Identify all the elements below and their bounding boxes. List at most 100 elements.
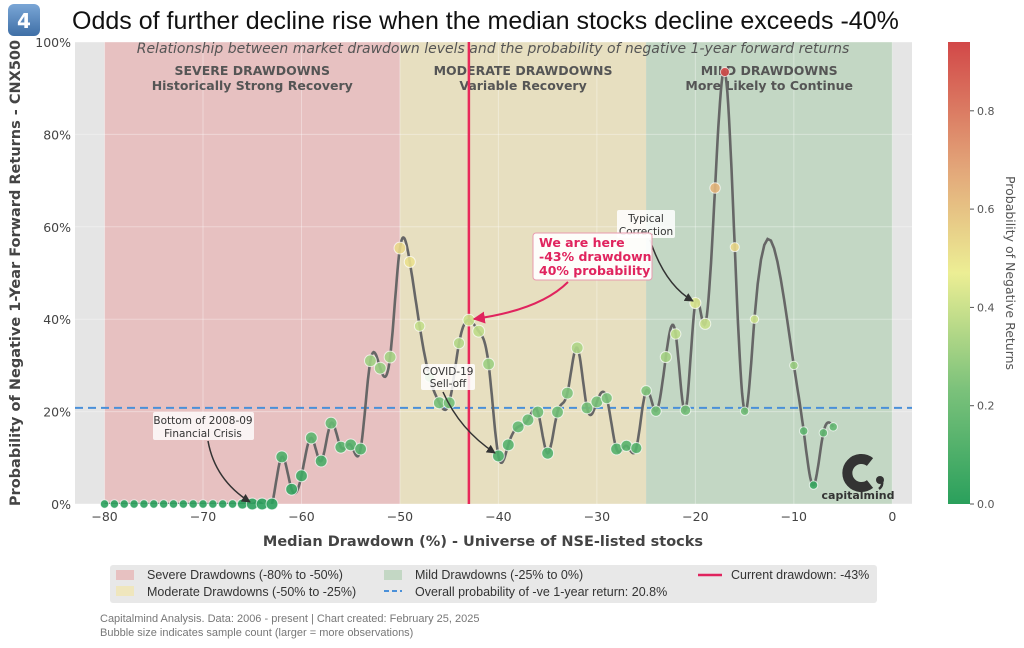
legend-swatch-moderate: [116, 586, 134, 596]
data-point: [640, 385, 652, 397]
data-point: [99, 499, 110, 509]
svg-text:Sell-off: Sell-off: [430, 378, 467, 390]
y-tick-label: 100%: [35, 35, 71, 50]
data-point: [798, 426, 809, 436]
data-point: [285, 482, 299, 496]
x-tick-label: −70: [190, 509, 216, 524]
data-point: [354, 442, 367, 456]
data-point: [679, 404, 692, 416]
data-point: [158, 499, 169, 509]
annotation-gfc: Bottom of 2008-09 Financial Crisis: [153, 412, 254, 503]
svg-text:COVID-19: COVID-19: [423, 366, 474, 378]
footer-source: Capitalmind Analysis. Data: 2006 - prese…: [100, 613, 480, 625]
data-point: [403, 255, 416, 268]
data-point: [265, 497, 279, 511]
data-point: [749, 314, 760, 324]
data-point: [227, 499, 238, 509]
region-subtitle: More Likely to Continue: [685, 78, 853, 93]
data-point: [295, 469, 308, 483]
svg-text:Typical: Typical: [627, 213, 664, 225]
x-tick-label: −20: [682, 509, 708, 524]
data-point: [570, 341, 584, 355]
y-tick-label: 60%: [43, 220, 71, 235]
data-point: [452, 337, 466, 350]
data-point: [620, 439, 633, 452]
data-point: [729, 242, 740, 253]
svg-text:40% probability: 40% probability: [539, 263, 650, 278]
annotation-typical-correction: Typical Correction: [617, 210, 694, 302]
data-point: [462, 313, 476, 327]
data-point: [139, 499, 149, 509]
colorbar-tick-label: 0.4: [977, 301, 995, 314]
data-point: [669, 328, 682, 340]
data-point: [198, 499, 208, 509]
data-point: [789, 360, 799, 371]
data-point: [501, 438, 515, 452]
colorbar-tick-label: 0.8: [977, 105, 995, 118]
data-point: [208, 499, 218, 509]
data-point: [560, 386, 574, 400]
data-point: [188, 499, 198, 509]
y-tick-label: 80%: [43, 127, 71, 142]
data-point: [531, 405, 545, 419]
data-point: [689, 296, 702, 310]
data-point: [472, 324, 486, 338]
capitalmind-logo: capitalmind: [822, 454, 894, 502]
data-point: [324, 416, 338, 430]
x-tick-label: 0: [888, 509, 896, 524]
y-tick-label: 0%: [51, 497, 71, 512]
chart-title: Odds of further decline rise when the me…: [72, 7, 899, 35]
colorbar-tick-label: 0.2: [977, 400, 995, 413]
svg-text:Bottom of 2008-09: Bottom of 2008-09: [153, 415, 252, 427]
region-band: [646, 42, 893, 504]
legend: Severe Drawdowns (-80% to -50%) Moderate…: [110, 565, 877, 603]
data-point: [600, 392, 613, 405]
legend-overall: Overall probability of -ve 1-year return…: [415, 585, 667, 599]
x-tick-label: −40: [485, 509, 511, 524]
region-subtitle: Historically Strong Recovery: [152, 78, 353, 93]
region-title: SEVERE DRAWDOWNS: [175, 63, 330, 78]
data-point: [511, 420, 525, 434]
data-point: [178, 499, 189, 509]
data-point: [218, 499, 228, 509]
data-point: [630, 442, 643, 455]
data-point: [119, 499, 129, 509]
legend-current: Current drawdown: -43%: [731, 568, 869, 582]
data-point: [275, 450, 289, 464]
colorbar: [948, 42, 970, 504]
data-point: [580, 401, 594, 415]
legend-mild: Mild Drawdowns (-25% to 0%): [415, 568, 583, 582]
data-point: [818, 428, 829, 438]
region-subtitle: Variable Recovery: [459, 78, 586, 93]
data-point: [129, 499, 139, 509]
data-point: [304, 431, 318, 445]
data-point: [808, 480, 819, 490]
x-tick-label: −60: [288, 509, 314, 524]
data-point: [109, 499, 120, 509]
y-tick-label: 40%: [43, 312, 71, 327]
annotation-covid: COVID-19 Sell-off: [421, 364, 496, 454]
colorbar-tick-label: 0.0: [977, 498, 995, 511]
data-point: [521, 413, 535, 427]
data-point: [482, 357, 495, 371]
x-tick-label: −50: [387, 509, 413, 524]
data-point: [373, 361, 387, 375]
x-axis-label: Median Drawdown (%) - Universe of NSE-li…: [263, 534, 703, 550]
legend-moderate: Moderate Drawdowns (-50% to -25%): [147, 585, 356, 599]
svg-text:We are here: We are here: [539, 235, 625, 250]
section-badge: 4: [8, 4, 40, 36]
data-point: [719, 66, 730, 78]
region-title: MILD DRAWDOWNS: [701, 63, 838, 78]
colorbar-tick-label: 0.6: [977, 203, 995, 216]
data-point: [739, 406, 750, 416]
data-point: [413, 320, 426, 332]
svg-text:-43% drawdown: -43% drawdown: [539, 249, 652, 264]
footer-note: Bubble size indicates sample count (larg…: [100, 627, 413, 639]
legend-swatch-mild: [384, 570, 402, 580]
data-point: [551, 405, 564, 419]
chart-subtitle: Relationship between market drawdown lev…: [137, 41, 850, 57]
x-tick-label: −30: [584, 509, 610, 524]
legend-severe: Severe Drawdowns (-80% to -50%): [147, 568, 343, 582]
colorbar-label: Probability of Negative Returns: [1003, 176, 1018, 370]
